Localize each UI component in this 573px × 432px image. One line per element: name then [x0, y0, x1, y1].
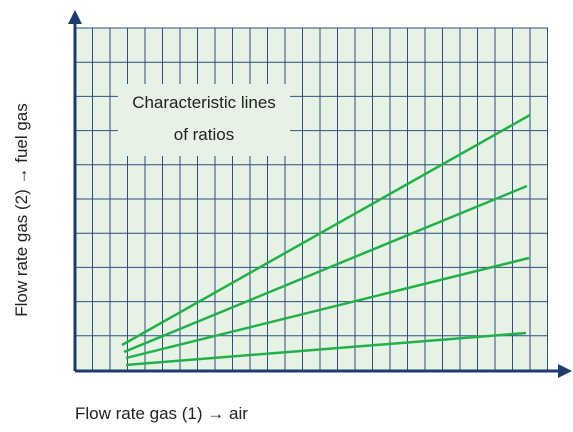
- annotation-line: Characteristic lines: [132, 93, 276, 112]
- annotation-line: of ratios: [174, 125, 234, 144]
- characteristic-lines: [121, 113, 531, 367]
- ratio-line: [123, 184, 528, 354]
- annotation-box: [118, 84, 290, 156]
- ratio-line: [125, 256, 530, 360]
- ratio-line: [125, 331, 527, 367]
- ratio-line: [121, 113, 531, 347]
- x-axis-label: Flow rate gas (1) → air: [75, 404, 248, 423]
- y-axis-label: Flow rate gas (2) → fuel gas: [12, 103, 31, 317]
- x-arrow: [558, 364, 572, 378]
- y-arrow: [68, 10, 82, 24]
